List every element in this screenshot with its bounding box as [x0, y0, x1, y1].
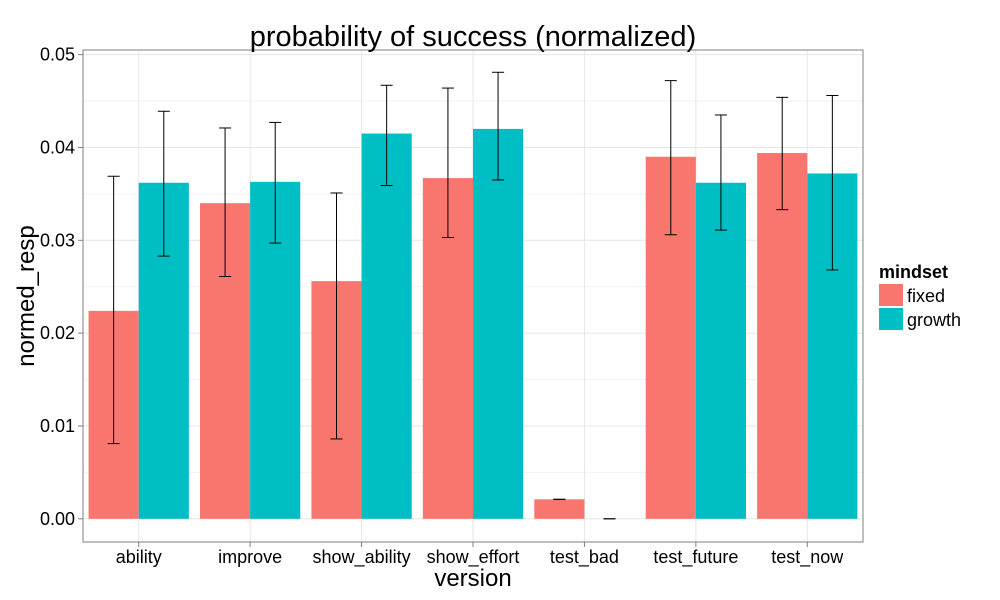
- x-tick-label-show_effort: show_effort: [427, 547, 520, 568]
- y-tick-label: 0.04: [40, 137, 75, 157]
- chart-title: probability of success (normalized): [250, 21, 696, 53]
- y-tick-label: 0.00: [40, 509, 75, 529]
- x-tick-label-ability: ability: [116, 547, 162, 567]
- x-tick-label-test_now: test_now: [771, 547, 844, 568]
- x-tick-label-show_ability: show_ability: [313, 547, 411, 568]
- bar-growth-show_effort: [473, 128, 524, 519]
- legend-swatch-fixed: [879, 284, 903, 306]
- bar-fixed-test_bad: [534, 499, 585, 519]
- bar-growth-show_ability: [361, 133, 412, 519]
- x-tick-label-improve: improve: [218, 547, 282, 567]
- legend-swatch-growth: [879, 308, 903, 330]
- y-tick-label: 0.01: [40, 416, 75, 436]
- y-axis: 0.00 0.01 0.02 0.03 0.04 0.05: [40, 45, 83, 529]
- y-tick-label: 0.02: [40, 323, 75, 343]
- error-bars: [107, 71, 839, 520]
- y-tick-label: 0.03: [40, 230, 75, 250]
- legend-label-growth: growth: [907, 310, 961, 330]
- bar-fixed-test_now: [757, 153, 808, 519]
- x-tick-label-test_bad: test_bad: [550, 547, 619, 568]
- x-axis-title: version: [434, 565, 511, 592]
- bar-growth-test_future: [695, 182, 746, 519]
- x-axis: ability improve show_ability show_effort tes…: [116, 542, 844, 568]
- legend-label-fixed: fixed: [907, 286, 945, 306]
- legend-title: mindset: [879, 262, 948, 282]
- x-tick-label-test_future: test_future: [653, 547, 738, 568]
- y-tick-label: 0.05: [40, 45, 75, 65]
- y-axis-title: normed_resp: [13, 225, 40, 366]
- legend: mindset fixed growth: [879, 262, 961, 330]
